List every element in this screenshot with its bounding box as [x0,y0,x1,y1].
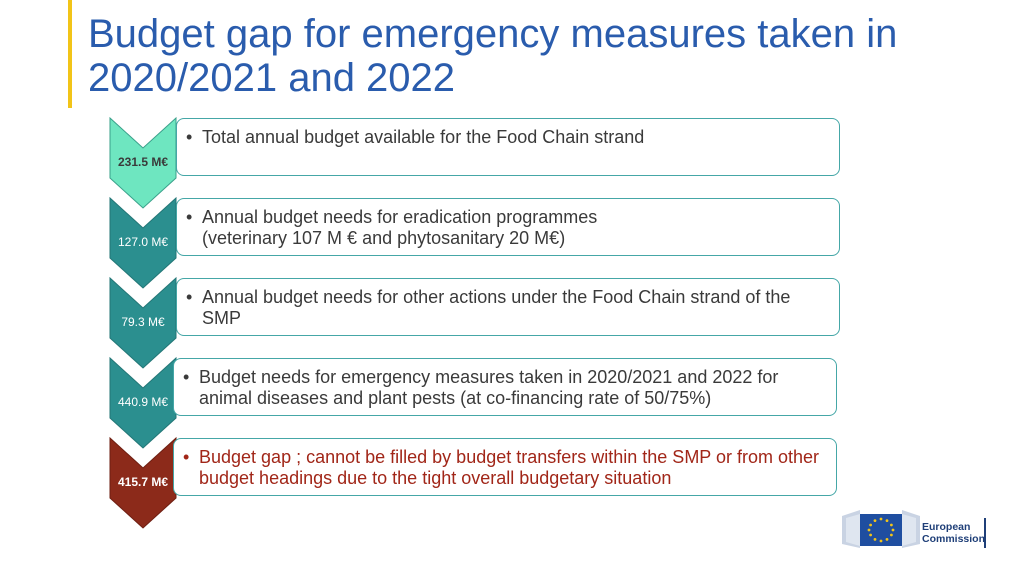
bullet-icon: • [186,127,193,147]
step-5-text: Budget gap ; cannot be filled by budget … [199,447,820,488]
step-2-amount: 127.0 M€ [117,235,169,249]
step-4-text-wrap: • Budget needs for emergency measures ta… [182,367,830,409]
step-row-3: 79.3 M€ • Annual budget needs for other … [0,276,1024,369]
step-3-amount: 79.3 M€ [121,315,165,329]
chevron-shape-icon [109,116,177,209]
step-2-box: • Annual budget needs for eradication pr… [176,198,840,256]
european-commission-logo: European Commission [842,508,990,552]
step-row-4: 440.9 M€ • Budget needs for emergency me… [0,356,1024,449]
step-1-text-wrap: • Total annual budget available for the … [185,127,833,148]
step-4-amount: 440.9 M€ [117,395,169,409]
step-5-box: • Budget gap ; cannot be filled by budge… [173,438,837,496]
bullet-icon: • [183,367,190,387]
page-title: Budget gap for emergency measures taken … [88,12,988,100]
logo-line-1: European [922,521,971,533]
step-1-box: • Total annual budget available for the … [176,118,840,176]
step-2-text-wrap: • Annual budget needs for eradication pr… [185,207,833,249]
step-3-text-wrap: • Annual budget needs for other actions … [185,287,833,329]
step-3-box: • Annual budget needs for other actions … [176,278,840,336]
step-3-chevron: 79.3 M€ [109,276,177,369]
bullet-icon: • [186,207,193,227]
step-4-text: Budget needs for emergency measures take… [199,367,779,408]
page-title-line-2: 2020/2021 and 2022 [88,56,456,100]
step-3-text: Annual budget needs for other actions un… [202,287,791,328]
step-1-amount: 231.5 M€ [117,155,169,169]
page-title-line-1: Budget gap for emergency measures taken … [88,12,898,56]
step-4-chevron: 440.9 M€ [109,356,177,449]
chevron-shape-icon [109,196,177,289]
eu-flag-icon [842,510,920,548]
title-accent-bar [68,0,72,108]
step-row-1: 231.5 M€ • Total annual budget available… [0,116,1024,209]
step-4-box: • Budget needs for emergency measures ta… [173,358,837,416]
step-5-amount: 415.7 M€ [117,475,169,489]
step-1-text: Total annual budget available for the Fo… [202,127,645,147]
logo-line-2: Commission [922,533,986,545]
bullet-icon: • [183,447,190,467]
step-1-chevron: 231.5 M€ [109,116,177,209]
step-5-chevron: 415.7 M€ [109,436,177,529]
chevron-shape-icon [109,276,177,369]
chevron-shape-icon [109,356,177,449]
bullet-icon: • [186,287,193,307]
step-2-text: Annual budget needs for eradication prog… [202,207,598,248]
european-commission-wordmark: European Commission [922,521,985,545]
step-5-text-wrap: • Budget gap ; cannot be filled by budge… [182,447,830,489]
chevron-shape-icon [109,436,177,529]
step-2-chevron: 127.0 M€ [109,196,177,289]
step-row-5: 415.7 M€ • Budget gap ; cannot be filled… [0,436,1024,529]
step-row-2: 127.0 M€ • Annual budget needs for eradi… [0,196,1024,289]
logo-divider [984,518,986,548]
